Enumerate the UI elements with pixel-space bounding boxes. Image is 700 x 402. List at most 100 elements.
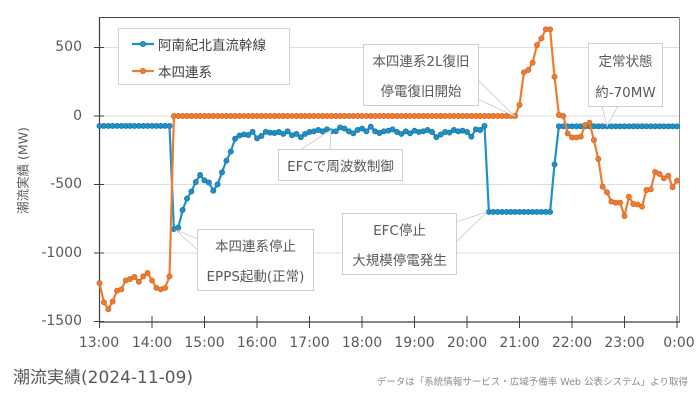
data-point bbox=[144, 269, 151, 276]
data-point bbox=[214, 181, 221, 188]
data-point bbox=[529, 59, 536, 66]
data-point bbox=[227, 148, 234, 155]
x-tick-label: 17:00 bbox=[289, 335, 330, 351]
data-point bbox=[284, 128, 291, 135]
data-point bbox=[223, 157, 230, 164]
data-point bbox=[516, 102, 523, 108]
data-point bbox=[468, 133, 475, 140]
data-point bbox=[669, 184, 676, 191]
data-point bbox=[464, 129, 470, 135]
x-tick-label: 21:00 bbox=[499, 335, 540, 351]
y-tick-label-minus-1000: -1000 bbox=[41, 245, 82, 261]
data-point bbox=[118, 286, 125, 293]
callout-line: 停電復旧開始 bbox=[380, 84, 462, 100]
data-point bbox=[192, 179, 199, 185]
series-honshi bbox=[96, 26, 680, 313]
data-point bbox=[179, 207, 186, 213]
data-point bbox=[433, 134, 440, 141]
data-point bbox=[446, 129, 453, 136]
data-point bbox=[109, 298, 116, 305]
data-point bbox=[219, 169, 225, 176]
data-point bbox=[359, 125, 365, 132]
data-point bbox=[249, 128, 256, 135]
data-point bbox=[175, 224, 182, 231]
data-point bbox=[604, 189, 610, 196]
series-layer bbox=[96, 26, 680, 313]
data-point bbox=[398, 130, 405, 137]
y-tick-label-minus-1500: -1500 bbox=[41, 313, 82, 329]
callout-line: 本四連系停止 bbox=[215, 239, 296, 255]
data-point bbox=[577, 133, 584, 140]
data-point bbox=[551, 73, 558, 80]
x-tick-label: 18:00 bbox=[341, 335, 383, 351]
data-point bbox=[258, 133, 265, 139]
legend-item-honshi[interactable]: 本四連系 bbox=[131, 61, 212, 81]
data-point bbox=[551, 161, 558, 168]
data-point bbox=[162, 284, 169, 291]
data-point bbox=[656, 171, 663, 177]
callout-line: 本四連系2L復旧 bbox=[372, 54, 470, 70]
data-point bbox=[210, 187, 217, 194]
data-point bbox=[437, 131, 444, 138]
legend-label: 阿南紀北直流幹線 bbox=[158, 38, 266, 54]
data-point bbox=[184, 195, 190, 202]
data-source-note: データは「系統情報サービス・広域予備率 Web 公表システム」より取得 bbox=[376, 377, 688, 388]
data-point bbox=[665, 172, 672, 179]
data-point bbox=[100, 299, 107, 306]
data-point bbox=[674, 177, 680, 184]
data-point bbox=[149, 277, 155, 284]
callout-line: 約-70MW bbox=[595, 84, 656, 101]
data-point bbox=[639, 203, 645, 210]
x-ticks bbox=[99, 316, 678, 328]
data-point bbox=[547, 208, 554, 215]
callout-line: EPPS起動(正常) bbox=[206, 269, 305, 285]
callout-line: EFCで周波数制御 bbox=[287, 159, 394, 175]
data-point bbox=[350, 130, 357, 137]
data-point bbox=[586, 119, 593, 126]
callout-pointer-3 bbox=[477, 79, 516, 117]
x-tick-label: 23:00 bbox=[604, 335, 645, 351]
data-point bbox=[525, 67, 532, 73]
y-tick-label-minus-500: -500 bbox=[50, 176, 82, 192]
x-tick-label: 22:00 bbox=[551, 335, 593, 351]
data-point bbox=[166, 273, 173, 280]
y-tick-label-0: 0 bbox=[73, 108, 82, 124]
callout-line: 定常状態 bbox=[598, 53, 653, 70]
callout-steady-state: 定常状態 約-70MW bbox=[588, 43, 663, 107]
x-tick-label: 19:00 bbox=[394, 335, 435, 351]
data-point bbox=[560, 113, 567, 119]
callout-pointer-4 bbox=[455, 211, 488, 243]
data-point bbox=[135, 278, 142, 285]
callout-efc-stop: EFC停止 大規模停電発生 bbox=[342, 213, 457, 275]
data-point bbox=[245, 132, 252, 138]
data-point bbox=[363, 128, 370, 135]
data-point bbox=[477, 127, 484, 133]
callout-pointer-1 bbox=[175, 229, 199, 251]
legend-marker-blue-icon bbox=[132, 41, 154, 47]
data-point bbox=[621, 213, 628, 219]
y-tick-label-500: 500 bbox=[55, 39, 82, 55]
data-point bbox=[105, 306, 112, 313]
data-point bbox=[512, 113, 519, 119]
data-point bbox=[341, 125, 348, 132]
data-point bbox=[407, 130, 414, 137]
callout-line: 大規模停電発生 bbox=[352, 253, 447, 269]
data-point bbox=[429, 129, 435, 135]
data-point bbox=[96, 280, 103, 287]
data-point bbox=[674, 123, 680, 130]
legend-item-anan-kihoku[interactable]: 阿南紀北直流幹線 bbox=[131, 34, 266, 54]
data-point bbox=[140, 273, 147, 280]
x-tick-label: 15:00 bbox=[184, 335, 225, 351]
x-tick-label: 0:00 bbox=[663, 335, 695, 351]
data-point bbox=[332, 128, 339, 135]
callout-line: EFC停止 bbox=[373, 223, 426, 239]
data-point bbox=[538, 35, 545, 42]
data-point bbox=[297, 134, 304, 141]
data-point bbox=[197, 172, 204, 178]
callout-honshi-stop: 本四連系停止 EPPS起動(正常) bbox=[197, 229, 314, 291]
x-tick-label: 20:00 bbox=[446, 335, 488, 351]
data-point bbox=[534, 42, 540, 48]
data-point bbox=[647, 186, 654, 193]
data-point bbox=[389, 126, 396, 133]
